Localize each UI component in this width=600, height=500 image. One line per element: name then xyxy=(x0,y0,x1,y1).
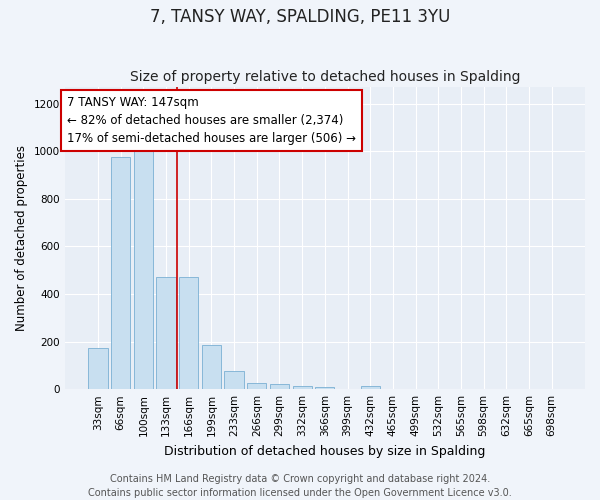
Bar xyxy=(88,348,107,389)
X-axis label: Distribution of detached houses by size in Spalding: Distribution of detached houses by size … xyxy=(164,444,485,458)
Title: Size of property relative to detached houses in Spalding: Size of property relative to detached ho… xyxy=(130,70,520,85)
Text: Contains HM Land Registry data © Crown copyright and database right 2024.
Contai: Contains HM Land Registry data © Crown c… xyxy=(88,474,512,498)
Text: 7, TANSY WAY, SPALDING, PE11 3YU: 7, TANSY WAY, SPALDING, PE11 3YU xyxy=(150,8,450,26)
Bar xyxy=(270,384,289,389)
Bar xyxy=(202,345,221,389)
Bar xyxy=(315,387,334,389)
Bar xyxy=(361,386,380,389)
Bar xyxy=(247,383,266,389)
Text: 7 TANSY WAY: 147sqm
← 82% of detached houses are smaller (2,374)
17% of semi-det: 7 TANSY WAY: 147sqm ← 82% of detached ho… xyxy=(67,96,356,145)
Bar xyxy=(157,278,176,389)
Bar xyxy=(179,278,199,389)
Bar xyxy=(111,157,130,389)
Bar xyxy=(293,386,312,389)
Bar xyxy=(134,152,153,389)
Y-axis label: Number of detached properties: Number of detached properties xyxy=(15,145,28,331)
Bar xyxy=(224,372,244,389)
